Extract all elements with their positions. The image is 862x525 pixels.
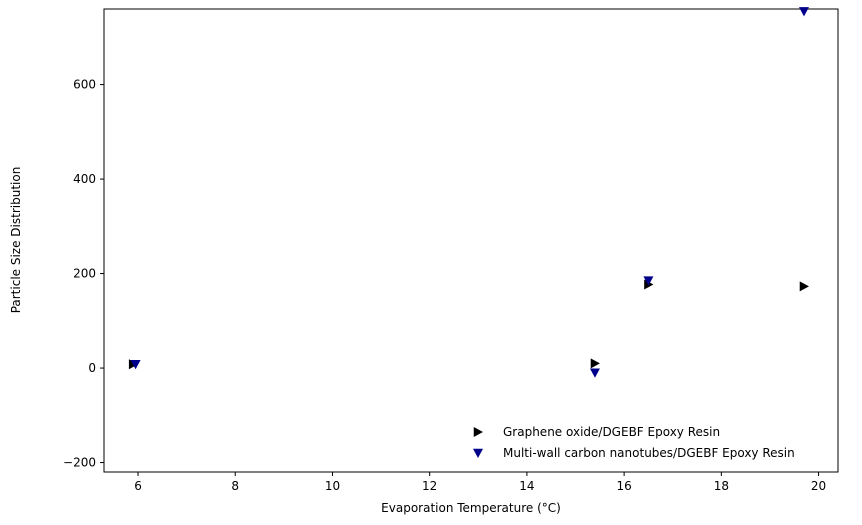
y-tick-label: 600 xyxy=(73,78,96,92)
x-axis-label: Evaporation Temperature (°C) xyxy=(381,501,561,515)
data-point-series-1 xyxy=(799,281,809,292)
plot-frame xyxy=(103,8,839,473)
x-tick-label: 12 xyxy=(422,479,437,493)
x-tick-label: 14 xyxy=(519,479,534,493)
data-point-series-2 xyxy=(643,276,654,286)
data-point-series-1 xyxy=(590,358,600,369)
y-tick-label: 200 xyxy=(73,267,96,281)
x-tick-label: 6 xyxy=(134,479,142,493)
legend: Graphene oxide/DGEBF Epoxy Resin Multi-wa… xyxy=(473,425,795,460)
y-axis-ticks: −200 0 200 400 600 xyxy=(63,78,104,470)
y-tick-label: −200 xyxy=(63,456,96,470)
legend-marker-series-1 xyxy=(473,427,483,437)
x-tick-label: 8 xyxy=(231,479,239,493)
y-tick-label: 400 xyxy=(73,172,96,186)
data-point-series-2 xyxy=(798,7,809,17)
x-tick-label: 20 xyxy=(811,479,826,493)
data-point-series-2 xyxy=(589,368,600,378)
legend-label-series-1: Graphene oxide/DGEBF Epoxy Resin xyxy=(503,425,720,439)
data-points xyxy=(128,7,809,378)
legend-label-series-2: Multi-wall carbon nanotubes/DGEBF Epoxy … xyxy=(503,446,795,460)
x-tick-label: 16 xyxy=(616,479,631,493)
y-tick-label: 0 xyxy=(88,361,96,375)
x-tick-label: 10 xyxy=(325,479,340,493)
y-axis-label: Particle Size Distribution xyxy=(9,167,23,314)
data-point-series-2 xyxy=(130,360,141,370)
x-axis-ticks: 6 8 10 12 14 16 18 20 xyxy=(134,472,826,493)
legend-marker-series-2 xyxy=(473,448,483,458)
x-tick-label: 18 xyxy=(714,479,729,493)
